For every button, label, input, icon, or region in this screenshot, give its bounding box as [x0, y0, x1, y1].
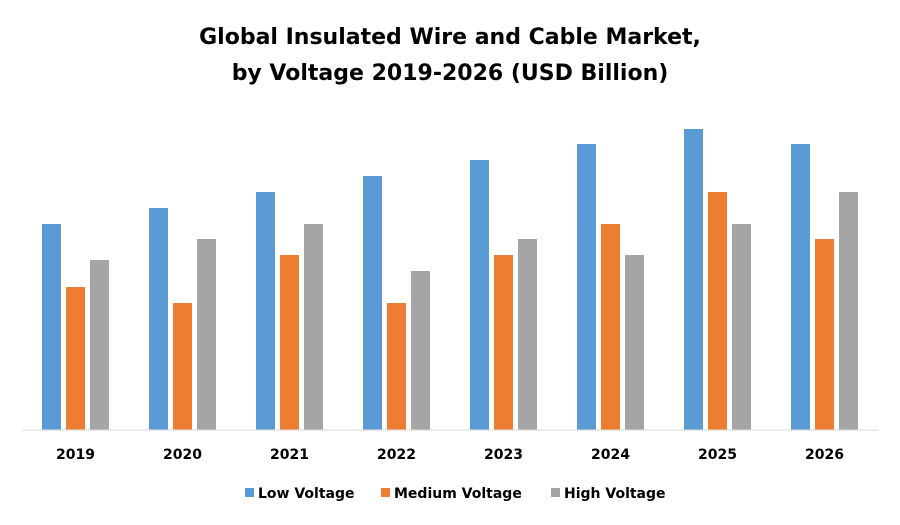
bar-medium-voltage-2025: [708, 192, 727, 430]
bar-medium-voltage-2026: [815, 239, 834, 430]
bar-high-voltage-2026: [839, 192, 858, 430]
x-tick-label: 2024: [591, 447, 630, 463]
chart-subtitle: by Voltage 2019-2026 (USD Billion): [232, 61, 669, 86]
bar-medium-voltage-2020: [173, 303, 192, 430]
bar-high-voltage-2024: [625, 255, 644, 430]
bar-medium-voltage-2019: [66, 287, 85, 430]
bar-medium-voltage-2024: [601, 224, 620, 430]
bar-high-voltage-2025: [732, 224, 751, 430]
chart-title: Global Insulated Wire and Cable Market,: [199, 25, 701, 50]
legend-label: High Voltage: [564, 486, 666, 502]
x-tick-label: 2025: [698, 447, 737, 463]
x-tick-label: 2026: [805, 447, 844, 463]
legend-label: Low Voltage: [258, 486, 355, 502]
x-tick-label: 2019: [56, 447, 95, 463]
bar-low-voltage-2026: [791, 144, 810, 430]
bar-low-voltage-2024: [577, 144, 596, 430]
bar-medium-voltage-2023: [494, 255, 513, 430]
bar-high-voltage-2023: [518, 239, 537, 430]
bar-high-voltage-2019: [90, 260, 109, 430]
bar-high-voltage-2020: [197, 239, 216, 430]
legend-swatch: [551, 488, 560, 497]
x-tick-label: 2021: [270, 447, 309, 463]
bar-low-voltage-2019: [42, 224, 61, 430]
bar-low-voltage-2022: [363, 176, 382, 430]
legend-swatch: [381, 488, 390, 497]
bar-high-voltage-2021: [304, 224, 323, 430]
x-tick-label: 2022: [377, 447, 416, 463]
bar-low-voltage-2025: [684, 129, 703, 430]
bar-low-voltage-2020: [149, 208, 168, 430]
legend-swatch: [245, 488, 254, 497]
bar-medium-voltage-2021: [280, 255, 299, 430]
bar-medium-voltage-2022: [387, 303, 406, 430]
bar-low-voltage-2023: [470, 160, 489, 430]
bar-low-voltage-2021: [256, 192, 275, 430]
x-tick-label: 2023: [484, 447, 523, 463]
x-tick-label: 2020: [163, 447, 202, 463]
bar-high-voltage-2022: [411, 271, 430, 430]
legend-label: Medium Voltage: [394, 486, 522, 502]
